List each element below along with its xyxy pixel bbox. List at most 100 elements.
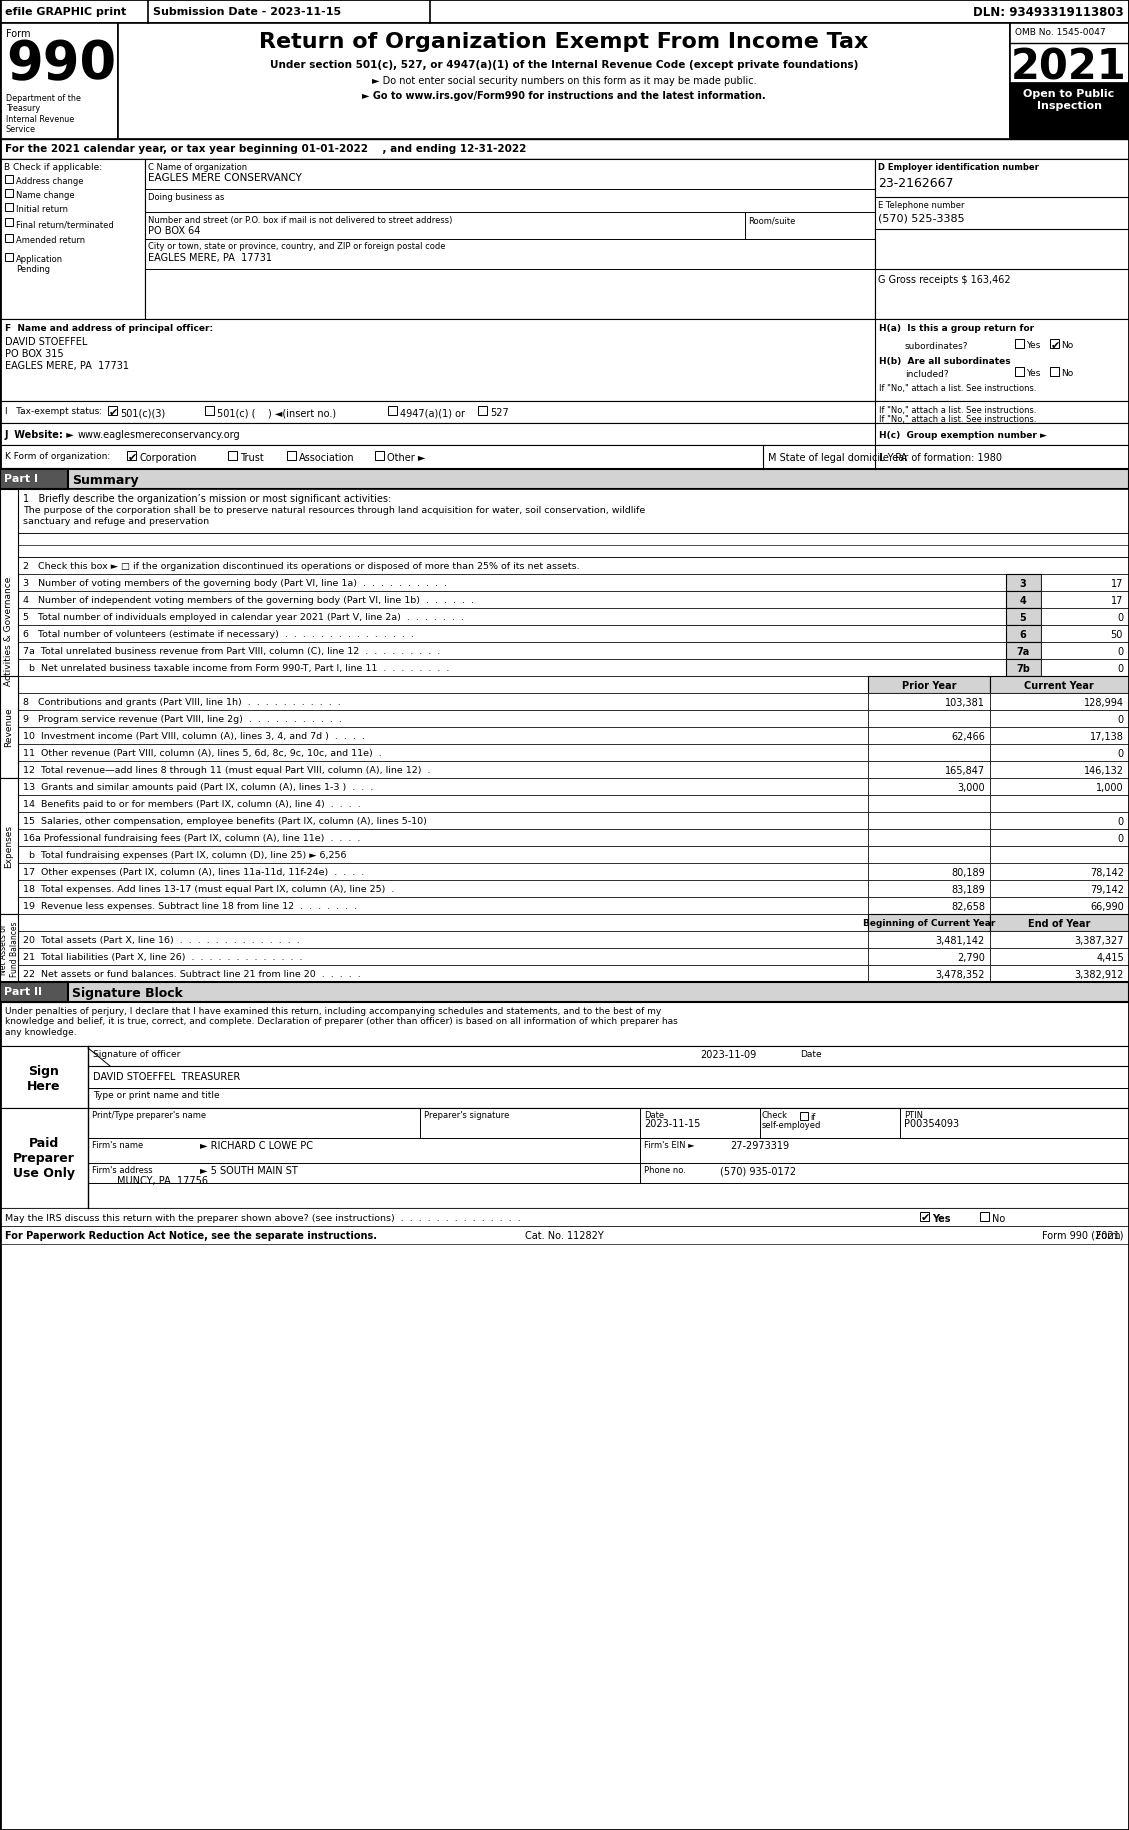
Bar	[205, 406, 215, 415]
Bar	[990, 761, 1129, 778]
Text: No: No	[1061, 370, 1074, 377]
Bar	[868, 778, 990, 796]
Bar	[920, 1211, 929, 1221]
Bar	[18, 829, 868, 847]
Bar	[18, 796, 868, 813]
Text: 83,189: 83,189	[952, 884, 984, 895]
Text: Number and street (or P.O. box if mail is not delivered to street address): Number and street (or P.O. box if mail i…	[148, 216, 453, 225]
Text: 3,478,352: 3,478,352	[936, 970, 984, 979]
Text: subordinates?: subordinates?	[905, 342, 969, 351]
Text: 1   Briefly describe the organization’s mission or most significant activities:: 1 Briefly describe the organization’s mi…	[23, 494, 392, 503]
Bar	[0, 0, 1129, 24]
Bar	[18, 948, 868, 966]
Text: ✔: ✔	[1050, 340, 1060, 350]
Text: Other ►: Other ►	[387, 452, 426, 463]
Text: Signature Block: Signature Block	[72, 986, 183, 999]
Text: Date: Date	[800, 1049, 822, 1058]
Bar	[1041, 659, 1129, 677]
Text: Form: Form	[6, 29, 30, 38]
Bar	[1041, 575, 1129, 591]
Text: 16a Professional fundraising fees (Part IX, column (A), line 11e)  .  .  .  .: 16a Professional fundraising fees (Part …	[23, 833, 360, 842]
Text: Phone no.: Phone no.	[644, 1166, 686, 1175]
Text: Doing business as: Doing business as	[148, 192, 225, 201]
Text: 27-2973319: 27-2973319	[730, 1140, 789, 1151]
Bar	[1006, 659, 1041, 677]
Bar	[0, 139, 1129, 159]
Bar	[990, 966, 1129, 983]
Bar	[0, 1208, 1129, 1226]
Text: DLN: 93493319113803: DLN: 93493319113803	[973, 5, 1124, 18]
Bar	[18, 558, 1129, 575]
Bar	[388, 406, 397, 415]
Text: 103,381: 103,381	[945, 697, 984, 708]
Bar	[18, 728, 868, 745]
Text: Room/suite: Room/suite	[749, 216, 795, 225]
Text: Submission Date - 2023-11-15: Submission Date - 2023-11-15	[154, 7, 341, 16]
Bar	[990, 796, 1129, 813]
Text: Corporation: Corporation	[139, 452, 196, 463]
Text: 2,790: 2,790	[957, 952, 984, 963]
Text: 4947(a)(1) or: 4947(a)(1) or	[400, 408, 465, 417]
Text: 66,990: 66,990	[1091, 902, 1124, 911]
Text: 146,132: 146,132	[1084, 765, 1124, 776]
Text: included?: included?	[905, 370, 948, 379]
Text: 20  Total assets (Part X, line 16)  .  .  .  .  .  .  .  .  .  .  .  .  .  .: 20 Total assets (Part X, line 16) . . . …	[23, 935, 300, 944]
Text: Signature of officer: Signature of officer	[93, 1049, 181, 1058]
Text: Cat. No. 11282Y: Cat. No. 11282Y	[525, 1230, 603, 1241]
Bar	[0, 470, 68, 490]
Text: 2023-11-09: 2023-11-09	[700, 1049, 756, 1060]
Bar	[0, 320, 1129, 403]
Bar	[287, 452, 296, 461]
Bar	[1006, 642, 1041, 659]
Bar	[1010, 84, 1129, 139]
Text: Name change: Name change	[16, 190, 75, 199]
Text: EAGLES MERE, PA  17731: EAGLES MERE, PA 17731	[148, 253, 272, 264]
Bar	[5, 176, 14, 183]
Text: Check: Check	[762, 1111, 788, 1120]
Text: b  Net unrelated business taxable income from Form 990-T, Part I, line 11  .  . : b Net unrelated business taxable income …	[23, 664, 449, 673]
Bar	[108, 406, 117, 415]
Text: 2   Check this box ► □ if the organization discontinued its operations or dispos: 2 Check this box ► □ if the organization…	[23, 562, 579, 571]
Text: Paid
Preparer
Use Only: Paid Preparer Use Only	[14, 1136, 75, 1179]
Bar	[18, 694, 868, 710]
Text: 3,000: 3,000	[957, 783, 984, 792]
Text: 17: 17	[1111, 597, 1123, 606]
Text: M State of legal domicile: PA: M State of legal domicile: PA	[768, 452, 908, 463]
Text: Form: Form	[1096, 1230, 1124, 1241]
Text: MUNCY, PA  17756: MUNCY, PA 17756	[91, 1175, 208, 1186]
Text: 501(c)(3): 501(c)(3)	[120, 408, 165, 417]
Bar	[868, 694, 990, 710]
Text: self-employed: self-employed	[762, 1120, 822, 1129]
Text: ✔: ✔	[920, 1213, 930, 1222]
Text: For Paperwork Reduction Act Notice, see the separate instructions.: For Paperwork Reduction Act Notice, see …	[5, 1230, 377, 1241]
Bar	[0, 915, 18, 983]
Bar	[0, 983, 68, 1003]
Text: EAGLES MERE CONSERVANCY: EAGLES MERE CONSERVANCY	[148, 172, 301, 183]
Text: b  Total fundraising expenses (Part IX, column (D), line 25) ► 6,256: b Total fundraising expenses (Part IX, c…	[23, 851, 347, 860]
Text: ► RICHARD C LOWE PC: ► RICHARD C LOWE PC	[200, 1140, 313, 1151]
Text: 7b: 7b	[1016, 664, 1030, 673]
Bar	[0, 24, 119, 139]
Text: EAGLES MERE, PA  17731: EAGLES MERE, PA 17731	[5, 361, 129, 371]
Text: Preparer's signature: Preparer's signature	[425, 1111, 509, 1120]
Bar	[1041, 626, 1129, 642]
Text: 62,466: 62,466	[951, 732, 984, 741]
Text: 12  Total revenue—add lines 8 through 11 (must equal Part VIII, column (A), line: 12 Total revenue—add lines 8 through 11 …	[23, 765, 430, 774]
Bar	[868, 761, 990, 778]
Bar	[18, 626, 1006, 642]
Text: efile GRAPHIC print: efile GRAPHIC print	[5, 7, 126, 16]
Bar	[18, 847, 868, 864]
Bar	[18, 575, 1006, 591]
Bar	[18, 966, 868, 983]
Text: H(b)  Are all subordinates: H(b) Are all subordinates	[879, 357, 1010, 366]
Bar	[990, 880, 1129, 897]
Bar	[868, 931, 990, 948]
Bar	[0, 1109, 1129, 1208]
Text: 80,189: 80,189	[952, 867, 984, 878]
Bar	[478, 406, 487, 415]
Text: 3,387,327: 3,387,327	[1075, 935, 1124, 946]
Text: DAVID STOEFFEL  TREASURER: DAVID STOEFFEL TREASURER	[93, 1071, 240, 1082]
Text: Under section 501(c), 527, or 4947(a)(1) of the Internal Revenue Code (except pr: Under section 501(c), 527, or 4947(a)(1)…	[270, 60, 858, 70]
Bar	[0, 403, 1129, 425]
Text: 5   Total number of individuals employed in calendar year 2021 (Part V, line 2a): 5 Total number of individuals employed i…	[23, 613, 464, 622]
